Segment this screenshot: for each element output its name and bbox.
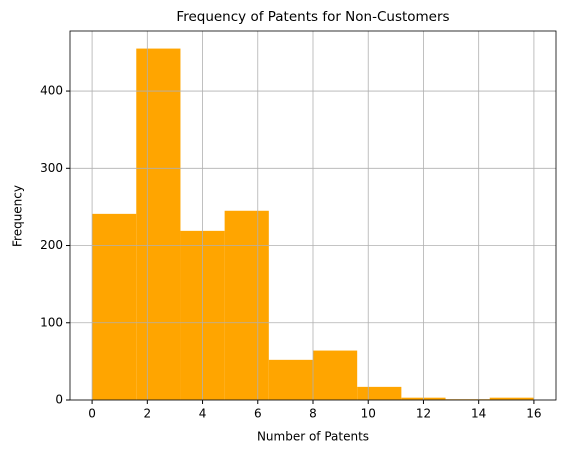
x-tick-label: 0	[88, 407, 96, 421]
bar	[313, 350, 358, 400]
bar	[224, 210, 269, 400]
bar	[489, 397, 534, 400]
x-tick-label: 10	[361, 407, 376, 421]
x-tick-label: 2	[143, 407, 151, 421]
x-tick-label: 12	[416, 407, 431, 421]
y-axis-label: Frequency	[11, 185, 25, 247]
bar	[92, 213, 137, 400]
y-tick-label: 400	[40, 84, 63, 98]
x-tick-label: 16	[526, 407, 541, 421]
x-axis-label: Number of Patents	[257, 430, 369, 444]
plot-frame	[69, 30, 557, 401]
chart-title: Frequency of Patents for Non-Customers	[176, 9, 449, 25]
y-tick-label: 0	[55, 393, 63, 407]
y-tick-label: 300	[40, 161, 63, 175]
y-tick-label: 200	[40, 238, 63, 252]
x-tick-label: 6	[254, 407, 262, 421]
bar	[268, 359, 313, 400]
bar	[357, 386, 402, 400]
x-tick-label: 4	[199, 407, 207, 421]
y-tick-label: 100	[40, 315, 63, 329]
bar	[136, 48, 181, 400]
x-tick-label: 8	[309, 407, 317, 421]
x-tick-label: 14	[471, 407, 486, 421]
